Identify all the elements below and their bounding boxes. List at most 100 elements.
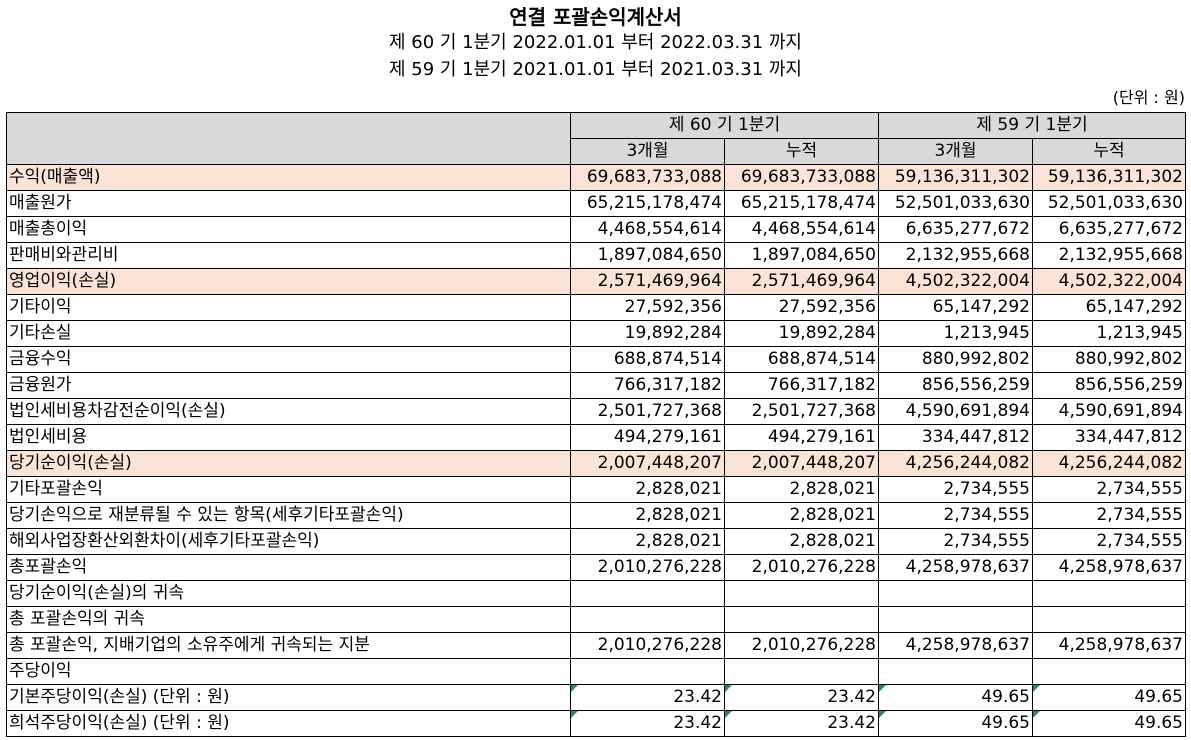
cell-value: 2,734,555	[943, 505, 1030, 525]
cell-value: 688,874,514	[767, 349, 876, 369]
value-current-cum	[724, 606, 879, 633]
cell-value: 49.65	[981, 687, 1030, 707]
header-current-cum: 누적	[724, 138, 879, 165]
cell-value: 65,147,292	[1085, 297, 1183, 317]
cell-value: 23.42	[827, 713, 876, 733]
value-current-cum: 2,010,276,228	[724, 554, 879, 581]
cell-comment-marker-icon	[571, 711, 578, 718]
table-row: 기타손실 19,892,284 19,892,284 1,213,945 1,213,9…	[6, 320, 1186, 347]
value-prior-cum: 2,734,555	[1032, 502, 1186, 529]
cell-value: 4,256,244,082	[1058, 453, 1183, 473]
value-current-3m: 1,897,084,650	[570, 242, 725, 269]
table-row: 수익(매출액) 69,683,733,088 69,683,733,088 59,13…	[6, 164, 1186, 191]
table-row: 기타이익 27,592,356 27,592,356 65,147,292 65,147…	[6, 294, 1186, 321]
value-current-3m: 766,317,182	[570, 372, 725, 399]
value-current-3m: 23.42	[570, 684, 725, 711]
cell-value: 69,683,733,088	[586, 167, 722, 187]
cell-value: 856,556,259	[1074, 375, 1183, 395]
row-label: 매출원가	[6, 190, 571, 217]
value-prior-cum: 49.65	[1032, 684, 1186, 711]
cell-comment-marker-icon	[879, 711, 886, 718]
value-prior-3m: 4,258,978,637	[878, 632, 1033, 659]
row-label: 법인세비용	[6, 424, 571, 451]
cell-comment-marker-icon	[571, 685, 578, 692]
cell-value: 19,892,284	[778, 323, 876, 343]
value-prior-cum: 65,147,292	[1032, 294, 1186, 321]
value-current-cum: 23.42	[724, 684, 879, 711]
cell-value: 23.42	[827, 687, 876, 707]
cell-value: 2,734,555	[943, 479, 1030, 499]
value-prior-cum: 4,258,978,637	[1032, 632, 1186, 659]
value-current-cum: 1,897,084,650	[724, 242, 879, 269]
table-row: 금융원가 766,317,182 766,317,182 856,556,259 856…	[6, 372, 1186, 399]
cell-value: 334,447,812	[1074, 427, 1183, 447]
table-row: 판매비와관리비 1,897,084,650 1,897,084,650 2,132,9…	[6, 242, 1186, 269]
value-prior-3m: 2,734,555	[878, 502, 1033, 529]
value-current-cum: 2,010,276,228	[724, 632, 879, 659]
value-current-cum: 2,007,448,207	[724, 450, 879, 477]
cell-value: 52,501,033,630	[1047, 193, 1183, 213]
value-prior-cum: 6,635,277,672	[1032, 216, 1186, 243]
value-prior-3m: 49.65	[878, 710, 1033, 737]
value-prior-3m	[878, 580, 1033, 607]
table-row: 당기순이익(손실) 2,007,448,207 2,007,448,207 4,256…	[6, 450, 1186, 477]
table-row: 매출원가 65,215,178,474 65,215,178,474 52,501,0…	[6, 190, 1186, 217]
cell-comment-marker-icon	[1033, 711, 1040, 718]
cell-value: 23.42	[673, 713, 722, 733]
table-row: 총포괄손익 2,010,276,228 2,010,276,228 4,258,978…	[6, 554, 1186, 581]
value-current-cum: 23.42	[724, 710, 879, 737]
cell-value: 65,215,178,474	[586, 193, 722, 213]
header-current-3m: 3개월	[570, 138, 725, 165]
cell-value: 2,571,469,964	[597, 271, 722, 291]
table-row: 총 포괄손익, 지배기업의 소유주에게 귀속되는 지분 2,010,276,228…	[6, 632, 1186, 659]
value-prior-cum	[1032, 580, 1186, 607]
value-current-3m: 688,874,514	[570, 346, 725, 373]
table-row: 법인세비용차감전순이익(손실) 2,501,727,368 2,501,727,36…	[6, 398, 1186, 425]
table-body: 수익(매출액) 69,683,733,088 69,683,733,088 59,13…	[6, 164, 1186, 737]
value-current-cum: 2,501,727,368	[724, 398, 879, 425]
cell-value: 2,828,021	[635, 505, 722, 525]
value-current-3m: 2,828,021	[570, 476, 725, 503]
cell-value: 2,828,021	[635, 531, 722, 551]
row-label: 당기순이익(손실)	[6, 450, 571, 477]
cell-value: 2,734,555	[1096, 479, 1183, 499]
value-prior-3m: 1,213,945	[878, 320, 1033, 347]
cell-value: 4,468,554,614	[751, 219, 876, 239]
cell-value: 2,828,021	[789, 479, 876, 499]
value-prior-cum: 856,556,259	[1032, 372, 1186, 399]
cell-value: 4,590,691,894	[1058, 401, 1183, 421]
value-current-3m: 494,279,161	[570, 424, 725, 451]
value-current-3m: 69,683,733,088	[570, 164, 725, 191]
cell-value: 27,592,356	[778, 297, 876, 317]
value-prior-3m: 49.65	[878, 684, 1033, 711]
value-current-3m: 2,571,469,964	[570, 268, 725, 295]
row-label: 기타손실	[6, 320, 571, 347]
table-row: 매출총이익 4,468,554,614 4,468,554,614 6,635,277…	[6, 216, 1186, 243]
cell-value: 4,258,978,637	[905, 557, 1030, 577]
row-label: 총포괄손익	[6, 554, 571, 581]
row-label: 매출총이익	[6, 216, 571, 243]
cell-value: 2,132,955,668	[1058, 245, 1183, 265]
table-row: 주당이익	[6, 658, 1186, 685]
cell-value: 688,874,514	[613, 349, 722, 369]
table-row: 당기순이익(손실)의 귀속	[6, 580, 1186, 607]
value-current-cum: 2,828,021	[724, 476, 879, 503]
cell-value: 1,213,945	[1096, 323, 1183, 343]
cell-comment-marker-icon	[725, 711, 732, 718]
table-row: 해외사업장환산외환차이(세후기타포괄손익) 2,828,021 2,828,021 2…	[6, 528, 1186, 555]
cell-value: 2,007,448,207	[597, 453, 722, 473]
header-prior-cum: 누적	[1032, 138, 1186, 165]
value-prior-3m: 4,256,244,082	[878, 450, 1033, 477]
value-prior-3m: 334,447,812	[878, 424, 1033, 451]
cell-value: 6,635,277,672	[1058, 219, 1183, 239]
cell-value: 69,683,733,088	[740, 167, 876, 187]
cell-value: 2,828,021	[789, 505, 876, 525]
cell-value: 2,010,276,228	[597, 635, 722, 655]
cell-value: 4,590,691,894	[905, 401, 1030, 421]
row-label: 총 포괄손익의 귀속	[6, 606, 571, 633]
cell-value: 4,258,978,637	[905, 635, 1030, 655]
value-current-3m: 19,892,284	[570, 320, 725, 347]
value-current-3m: 2,828,021	[570, 528, 725, 555]
statement-title: 연결 포괄손익계산서	[509, 5, 682, 29]
value-current-cum: 766,317,182	[724, 372, 879, 399]
